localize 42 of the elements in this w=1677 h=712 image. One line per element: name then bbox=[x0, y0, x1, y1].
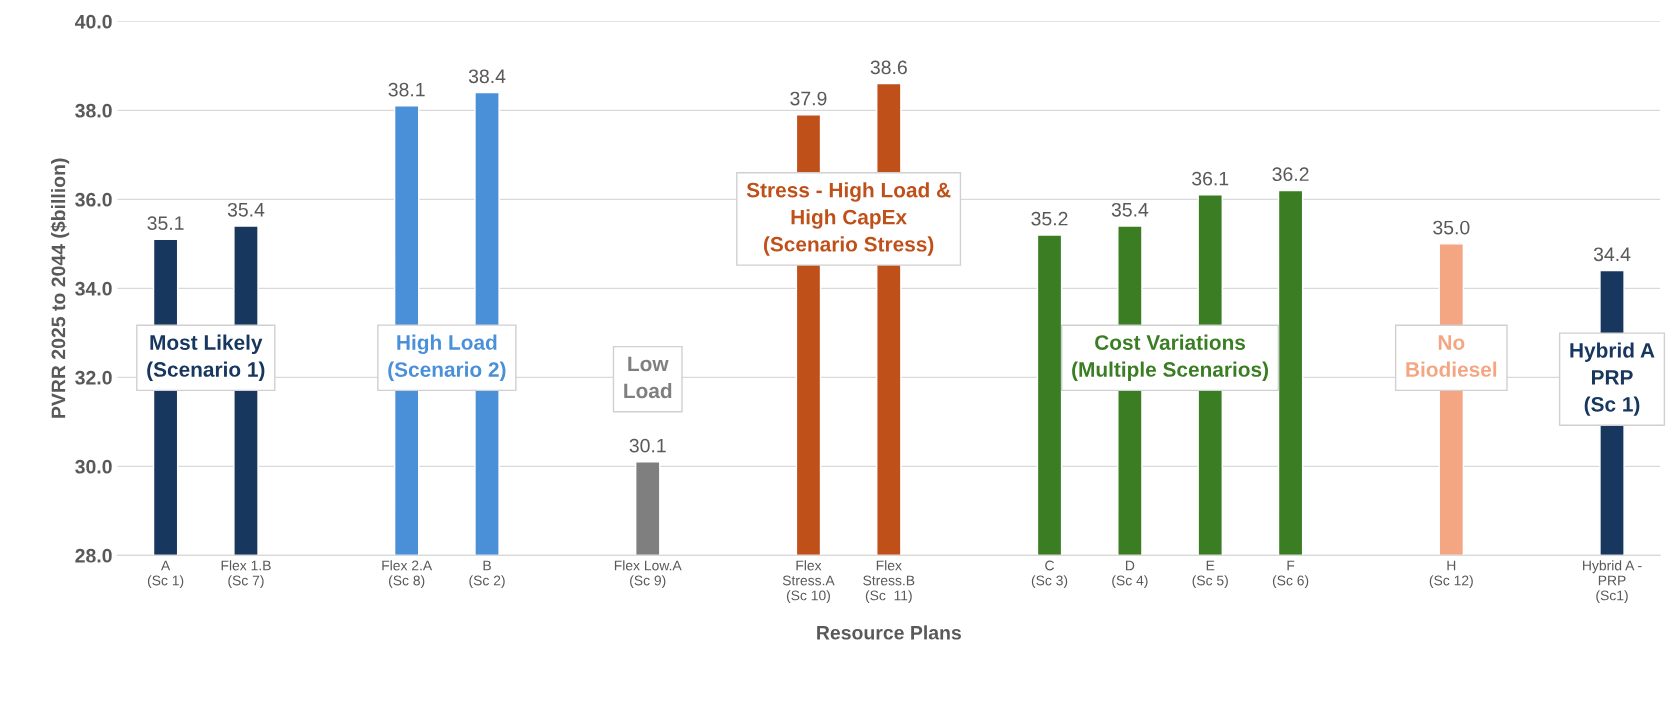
x-tick-label: Flex 2.A (Sc 8) bbox=[382, 560, 433, 589]
data-label: 38.4 bbox=[468, 69, 506, 84]
x-tick-label: Flex Stress.B (Sc 11) bbox=[863, 560, 915, 604]
x-tick-label: F (Sc 6) bbox=[1272, 560, 1309, 589]
y-tick-label: 36.0 bbox=[75, 192, 112, 207]
data-label: 35.4 bbox=[1111, 202, 1149, 217]
x-tick-label: Hybrid A - PRP (Sc1) bbox=[1583, 560, 1642, 604]
x-tick-label: Flex Low.A (Sc 9) bbox=[614, 560, 682, 589]
x-tick-label: Flex 1.B (Sc 7) bbox=[221, 560, 271, 589]
annotation: No Biodiesel bbox=[1406, 335, 1497, 377]
x-tick-label: E (Sc 5) bbox=[1192, 560, 1228, 589]
data-label: 35.2 bbox=[1031, 211, 1068, 226]
annotation: Stress - High Load & High CapEx (Scenario Stress) bbox=[746, 182, 951, 256]
data-label: 35.1 bbox=[147, 216, 184, 231]
data-label: 35.4 bbox=[227, 202, 265, 217]
y-tick-label: 38.0 bbox=[75, 103, 112, 118]
annotation: Most Likely (Scenario 1) bbox=[147, 334, 265, 381]
annotation: High Load (Scenario 2) bbox=[388, 334, 506, 382]
annotation: Cost Variations (Multiple Scenarios) bbox=[1072, 334, 1268, 381]
annotation: Hybrid A PRP (Sc 1) bbox=[1570, 342, 1655, 416]
x-axis-title: Resource Plans bbox=[817, 625, 961, 640]
x-tick-label: A (Sc 1) bbox=[147, 560, 184, 589]
x-tick-label: Flex Stress.A (Sc 10) bbox=[782, 560, 835, 604]
x-tick-label: D (Sc 4) bbox=[1112, 560, 1148, 589]
annotation: Low Load bbox=[624, 356, 672, 399]
data-label: 37.9 bbox=[790, 91, 827, 106]
data-label: 35.0 bbox=[1433, 220, 1470, 235]
x-tick-label: B (Sc 2) bbox=[469, 560, 505, 589]
data-label: 34.4 bbox=[1593, 247, 1631, 262]
x-tick-label: C (Sc 3) bbox=[1031, 560, 1068, 589]
data-label: 36.1 bbox=[1192, 171, 1229, 186]
y-tick-label: 40.0 bbox=[74, 14, 112, 29]
y-tick-label: 28.0 bbox=[75, 548, 112, 563]
y-tick-label: 34.0 bbox=[75, 281, 112, 296]
data-label: 38.1 bbox=[388, 82, 425, 97]
y-axis-title: PVRR 2025 to 2044 ($billion) bbox=[50, 158, 70, 418]
y-tick-label: 30.0 bbox=[75, 459, 112, 474]
y-tick-label: 32.0 bbox=[75, 370, 112, 385]
data-label: 38.6 bbox=[870, 60, 907, 75]
data-label: 36.2 bbox=[1272, 167, 1309, 182]
data-label: 30.1 bbox=[629, 438, 666, 453]
x-tick-label: H (Sc 12) bbox=[1429, 560, 1473, 589]
